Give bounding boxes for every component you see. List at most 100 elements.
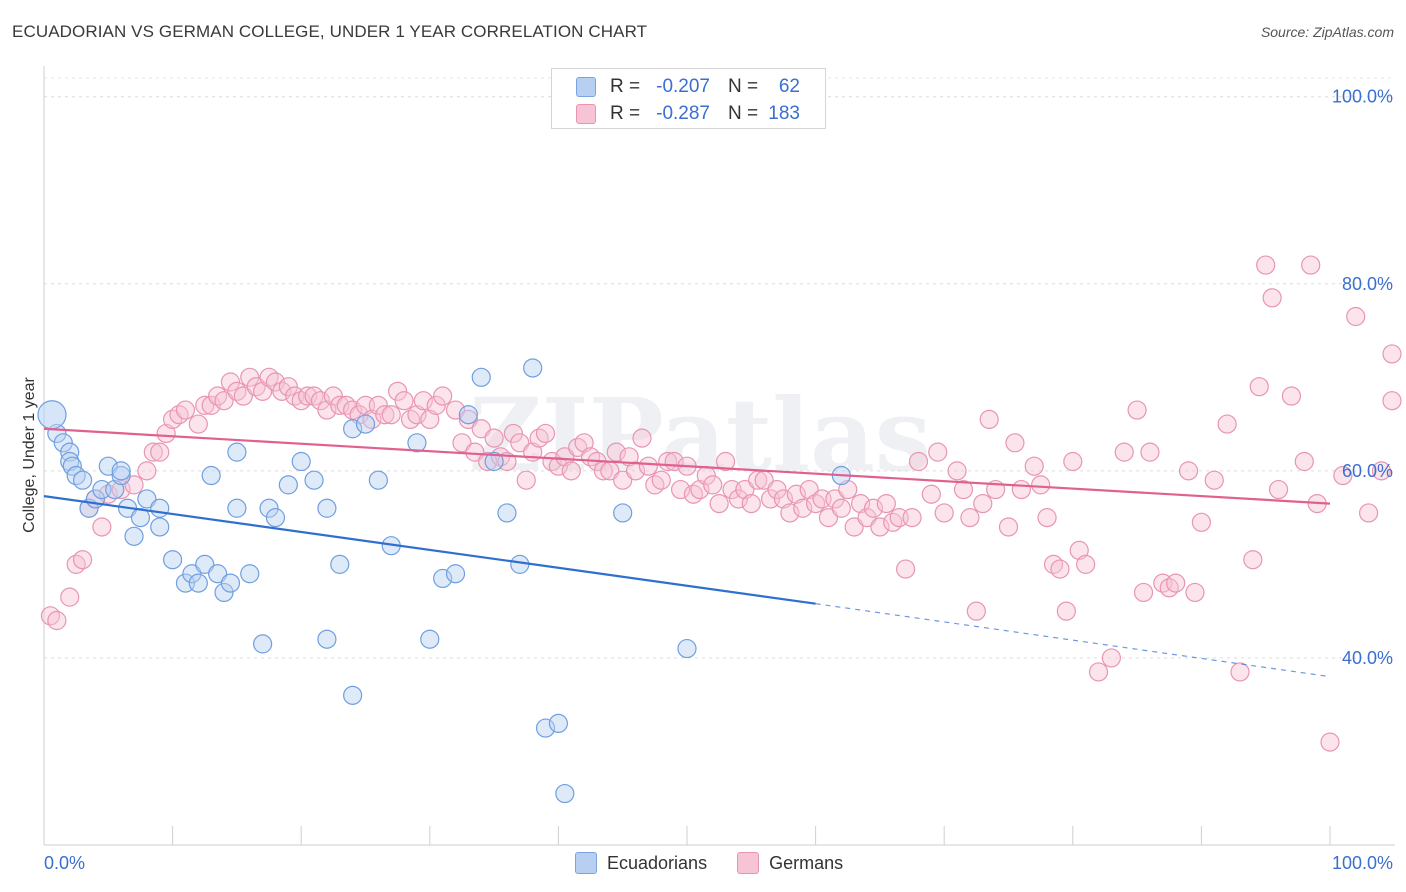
x-tick-label: 100.0% bbox=[1332, 853, 1393, 873]
ecuadorian-point bbox=[201, 465, 221, 486]
ecuadorian-trend-line bbox=[43, 495, 816, 605]
german-point bbox=[741, 493, 761, 514]
ecuadorian-point bbox=[62, 456, 82, 476]
german-point bbox=[1011, 479, 1031, 500]
german-trend-line bbox=[43, 427, 1331, 505]
n-value: 62 bbox=[778, 76, 800, 97]
german-point bbox=[921, 484, 941, 504]
n-value: 183 bbox=[768, 103, 800, 124]
german-point bbox=[799, 479, 819, 500]
ecuadorian-point bbox=[355, 414, 376, 434]
german-point bbox=[265, 372, 286, 392]
german-point bbox=[111, 479, 131, 500]
german-point bbox=[1281, 386, 1302, 406]
legend-swatch-ecuadorians bbox=[576, 77, 596, 97]
german-point bbox=[709, 493, 729, 514]
legend-item-ecuadorians[interactable]: Ecuadorians bbox=[575, 852, 707, 874]
german-point bbox=[298, 386, 318, 406]
german-point bbox=[1294, 451, 1314, 472]
ecuadorian-point bbox=[105, 479, 125, 500]
german-point bbox=[478, 451, 498, 472]
german-point bbox=[535, 423, 556, 444]
ecuadorian-point bbox=[265, 508, 286, 528]
german-point bbox=[253, 381, 273, 401]
ecuadorian-point bbox=[343, 685, 363, 705]
german-point bbox=[413, 391, 433, 411]
ecuadorian-point bbox=[72, 470, 93, 490]
german-point bbox=[979, 409, 999, 430]
german-point bbox=[793, 498, 813, 518]
german-point bbox=[1069, 540, 1089, 560]
german-point bbox=[1133, 582, 1154, 603]
german-point bbox=[548, 456, 569, 476]
axis-labels: 40.0% 60.0% 80.0% 100.0% 0.0% 100.0% College, … bbox=[21, 87, 1393, 873]
ecuadorian-point bbox=[407, 433, 427, 453]
german-point bbox=[638, 456, 659, 476]
german-point bbox=[574, 433, 594, 453]
german-point bbox=[465, 442, 485, 462]
ecuadorian-point bbox=[53, 433, 73, 453]
german-point bbox=[953, 479, 974, 500]
german-point bbox=[902, 508, 922, 528]
german-point bbox=[857, 508, 877, 528]
ecuadorian-point bbox=[214, 582, 234, 603]
ecuadorian-point bbox=[343, 419, 363, 439]
german-point bbox=[1178, 461, 1199, 481]
ecuadorian-point bbox=[259, 498, 279, 518]
ecuadorian-point bbox=[420, 629, 440, 649]
legend-item-germans[interactable]: Germans bbox=[737, 852, 843, 874]
ecuadorian-point bbox=[188, 573, 208, 593]
german-point bbox=[1037, 508, 1057, 528]
german-point bbox=[375, 405, 395, 425]
german-point bbox=[825, 489, 845, 509]
german-point bbox=[156, 423, 176, 444]
r-value: -0.207 bbox=[656, 76, 710, 97]
german-point bbox=[928, 442, 948, 462]
german-point bbox=[1063, 451, 1083, 472]
german-point bbox=[214, 391, 234, 411]
german-point bbox=[201, 395, 221, 415]
german-point bbox=[1204, 470, 1224, 490]
german-point bbox=[728, 489, 749, 509]
german-point bbox=[613, 470, 633, 490]
german-point bbox=[188, 414, 208, 434]
ecuadorian-point bbox=[484, 451, 504, 472]
correlation-legend: R = -0.207 N = 62 R = -0.287 N = 183 bbox=[551, 68, 826, 129]
watermark: ZIPatlas bbox=[469, 376, 931, 494]
german-point bbox=[72, 550, 93, 570]
german-point bbox=[1262, 288, 1282, 308]
y-tick-label: 100.0% bbox=[1332, 87, 1393, 107]
german-point bbox=[92, 517, 112, 537]
german-point bbox=[690, 479, 710, 500]
german-point bbox=[445, 400, 466, 420]
ecuadorian-point bbox=[330, 554, 350, 574]
german-point bbox=[278, 377, 298, 397]
german-point bbox=[966, 601, 986, 621]
german-point bbox=[220, 372, 241, 392]
german-point bbox=[1301, 255, 1321, 275]
ecuadorian-point bbox=[208, 564, 228, 584]
legend-swatch-germans bbox=[737, 852, 760, 874]
german-point bbox=[632, 428, 652, 448]
german-point bbox=[715, 451, 736, 472]
german-point bbox=[433, 386, 453, 406]
german-point bbox=[1333, 465, 1353, 486]
legend-row-ecuadorians: R = -0.207 N = 62 bbox=[576, 76, 800, 98]
german-point bbox=[870, 517, 890, 537]
ecuadorian-point bbox=[98, 456, 118, 476]
german-point bbox=[555, 447, 575, 467]
german-point bbox=[960, 508, 980, 528]
german-point bbox=[773, 489, 794, 509]
ecuadorian-point bbox=[497, 503, 517, 523]
german-point bbox=[317, 400, 337, 420]
german-point bbox=[240, 367, 260, 387]
ecuadorian-point bbox=[195, 554, 215, 574]
german-point bbox=[310, 391, 331, 411]
ecuadorian-point bbox=[240, 564, 260, 584]
chart-title: ECUADORIAN VS GERMAN COLLEGE, UNDER 1 YE… bbox=[12, 22, 648, 41]
german-point bbox=[934, 503, 954, 523]
german-point bbox=[896, 559, 916, 579]
german-point bbox=[908, 451, 929, 472]
legend-swatch-ecuadorians bbox=[575, 852, 597, 874]
ecuadorian-point bbox=[677, 638, 697, 659]
